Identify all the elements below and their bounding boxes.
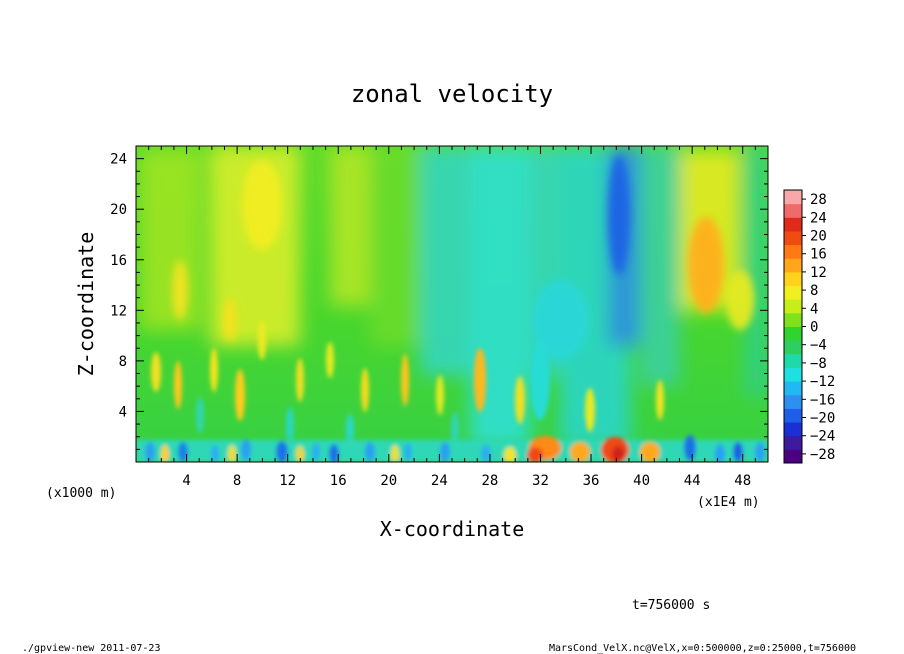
colorbar-swatch <box>784 271 802 287</box>
colorbar-swatch <box>784 353 802 368</box>
time-annotation: t=756000 s <box>632 598 710 613</box>
colorbar-swatch <box>784 381 802 396</box>
colorbar-label: 28 <box>810 192 827 208</box>
colorbar-label: 8 <box>810 283 818 299</box>
colorbar-swatch <box>784 299 802 314</box>
colorbar-label: −4 <box>810 338 827 354</box>
colorbar-label: 12 <box>810 265 827 281</box>
x-tick-label: 12 <box>279 473 296 489</box>
colorbar-label: 20 <box>810 229 827 245</box>
y-tick-label: 12 <box>110 303 127 319</box>
colorbar-label: 24 <box>810 210 827 226</box>
colorbar-swatch <box>784 422 802 437</box>
colorbar-label: −8 <box>810 356 827 372</box>
colorbar-swatch <box>784 367 802 382</box>
y-tick-label: 16 <box>110 253 127 269</box>
colorbar-swatch <box>784 190 802 205</box>
y-tick-label: 4 <box>119 404 127 420</box>
x-unit-label: (x1E4 m) <box>697 495 760 510</box>
colorbar-swatch <box>784 230 802 246</box>
x-tick-label: 28 <box>481 473 498 489</box>
x-tick-label: 8 <box>233 473 241 489</box>
colorbar: 28 24 20 16 12 8 4 0 −4 −8 −12 −16 −20 −24 −28 <box>783 189 835 464</box>
x-axis: 4 8 12 16 20 24 28 32 36 40 44 48 <box>148 146 756 489</box>
colorbar-swatch <box>784 340 802 355</box>
colorbar-swatch <box>784 312 802 327</box>
x-tick-label: 36 <box>583 473 600 489</box>
y-unit-label: (x1000 m) <box>46 486 116 501</box>
colorbar-swatch <box>784 326 802 341</box>
colorbar-label: 16 <box>810 247 827 263</box>
y-tick-label: 24 <box>110 152 127 168</box>
colorbar-label: −24 <box>810 429 835 445</box>
heatmap-field <box>136 146 768 462</box>
colorbar-swatch <box>784 217 802 232</box>
colorbar-swatch <box>784 394 802 409</box>
colorbar-swatch <box>784 449 802 464</box>
colorbar-label: −16 <box>810 392 835 408</box>
colorbar-swatch <box>784 258 802 273</box>
y-axis-label: Z-coordinate <box>74 232 98 377</box>
x-axis-label: X-coordinate <box>380 517 525 541</box>
footer-right: MarsCond_VelX.nc@VelX,x=0:500000,z=0:250… <box>549 643 856 654</box>
colorbar-label: −20 <box>810 411 835 427</box>
colorbar-swatch <box>784 203 802 218</box>
colorbar-label: 4 <box>810 301 818 317</box>
y-tick-label: 8 <box>119 354 127 370</box>
colorbar-swatch <box>784 285 802 300</box>
colorbar-swatch <box>784 244 802 259</box>
y-tick-label: 20 <box>110 202 127 218</box>
x-tick-label: 44 <box>684 473 701 489</box>
x-tick-label: 48 <box>734 473 751 489</box>
x-tick-label: 24 <box>431 473 448 489</box>
colorbar-swatch <box>784 435 802 450</box>
colorbar-swatch <box>784 408 802 423</box>
x-tick-label: 40 <box>633 473 650 489</box>
y-axis: 4 8 12 16 20 24 <box>110 152 768 450</box>
colorbar-label: −28 <box>810 447 835 463</box>
footer-left: ./gpview-new 2011-07-23 <box>22 643 160 654</box>
colorbar-label: −12 <box>810 374 835 390</box>
colorbar-label: 0 <box>810 320 818 336</box>
x-tick-label: 4 <box>182 473 190 489</box>
x-tick-label: 16 <box>330 473 347 489</box>
x-tick-label: 32 <box>532 473 549 489</box>
chart-title: zonal velocity <box>351 80 553 108</box>
x-tick-label: 20 <box>380 473 397 489</box>
